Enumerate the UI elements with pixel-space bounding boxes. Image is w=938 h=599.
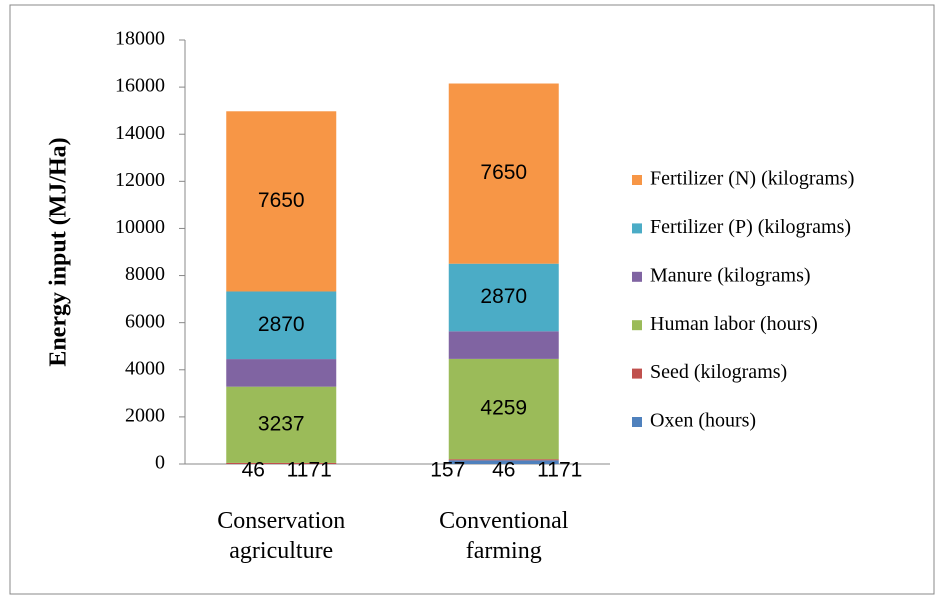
- bar-segment: [448, 83, 559, 264]
- bar-segment: [448, 331, 559, 359]
- bar-segment: [448, 459, 559, 461]
- y-tick-label: 14000: [115, 122, 165, 144]
- data-label: 2870: [258, 313, 305, 336]
- data-label: 3237: [258, 412, 305, 435]
- legend-swatch: [632, 320, 642, 331]
- legend-label: Fertilizer (P) (kilograms): [650, 216, 851, 238]
- bar-segment: [226, 386, 337, 463]
- bar-segment: [226, 359, 337, 387]
- bar-segment: [448, 460, 559, 464]
- y-tick-label: 8000: [125, 263, 165, 285]
- legend-swatch: [632, 368, 642, 379]
- y-tick-label: 2000: [125, 404, 165, 426]
- x-tick-label: Conventional farming: [439, 508, 569, 564]
- bar-segment: [226, 291, 337, 360]
- y-tick-label: 0: [155, 452, 165, 474]
- legend-label: Fertilizer (N) (kilograms): [650, 168, 854, 190]
- bar-segment: [448, 358, 559, 460]
- data-label: 1171: [537, 459, 582, 482]
- legend-label: Human labor (hours): [650, 313, 818, 335]
- bar-segment: [226, 462, 337, 464]
- legend-label: Oxen (hours): [650, 410, 756, 432]
- legend-label: Manure (kilograms): [650, 264, 811, 286]
- data-label: 46: [242, 459, 265, 482]
- bar-segment: [448, 263, 559, 332]
- legend-label: Seed (kilograms): [650, 361, 787, 383]
- data-label: 7650: [480, 161, 527, 184]
- data-label: 4259: [480, 397, 527, 420]
- y-tick-label: 12000: [115, 169, 165, 191]
- legend-swatch: [632, 271, 642, 282]
- legend-swatch: [632, 175, 642, 185]
- y-tick-label: 6000: [125, 310, 165, 332]
- y-tick-label: 16000: [115, 75, 165, 97]
- bar-segment: [226, 111, 337, 292]
- data-label: 7650: [258, 189, 305, 212]
- y-tick-label: 18000: [115, 28, 165, 50]
- x-tick-label: Conservation agriculture: [217, 508, 346, 564]
- data-label: 1171: [287, 459, 332, 482]
- y-tick-label: 4000: [125, 357, 165, 379]
- data-label: 157: [430, 459, 465, 482]
- data-label: 2870: [480, 285, 527, 308]
- y-tick-label: 10000: [115, 216, 165, 238]
- data-label: 46: [492, 459, 515, 482]
- y-axis-title: Energy input (MJ/Ha): [46, 137, 72, 366]
- legend-swatch: [632, 417, 642, 427]
- legend-swatch: [632, 223, 642, 234]
